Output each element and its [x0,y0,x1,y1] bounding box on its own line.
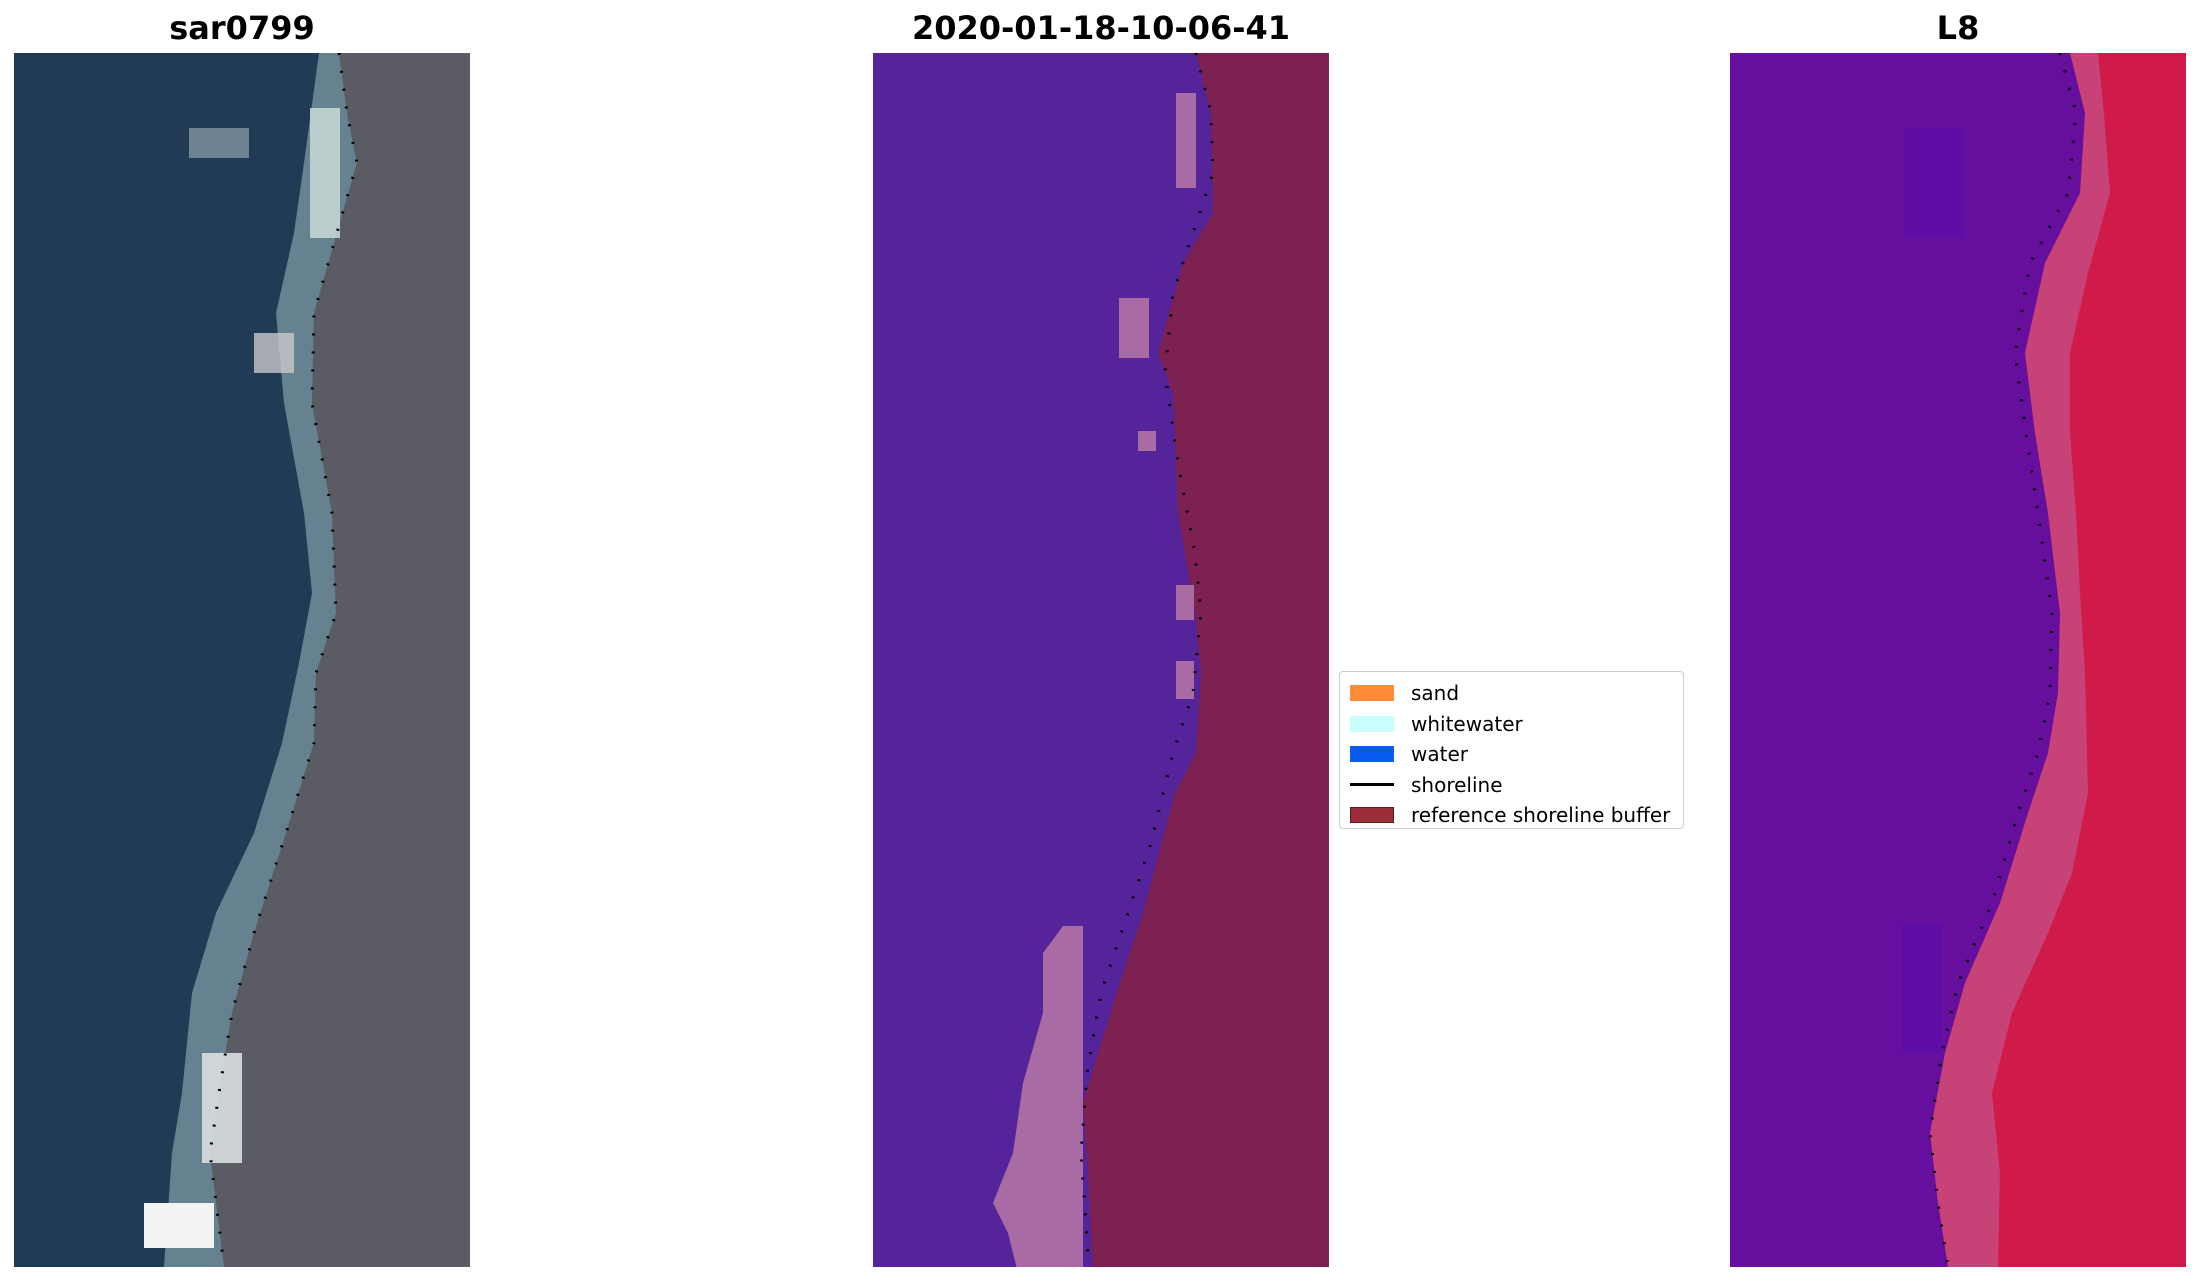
pink-patch [1119,298,1149,358]
nir-panel-title: L8 [1936,9,1980,47]
pink-patch [1176,93,1196,188]
legend-swatch-buffer [1350,807,1394,824]
bright-sand-patch [310,108,340,238]
rgb-satellite-image [14,53,470,1267]
pink-patch [1138,431,1156,451]
legend-item-buffer: reference shoreline buffer [1350,800,1683,831]
rgb-panel-title: sar0799 [169,9,315,47]
buffer-class-area [1083,53,1329,1267]
legend-label-whitewater: whitewater [1411,711,1523,736]
nir-image-svg [1730,53,2186,1267]
nir-image [1730,53,2186,1267]
legend-swatch-whitewater [1350,715,1394,732]
surf-zone [164,53,357,1267]
rgb-image-svg [14,53,470,1267]
classification-panel-title: 2020-01-18-10-06-41 [911,9,1291,47]
bright-patch [254,333,294,373]
classification-svg [873,53,1329,1267]
land-area [210,53,470,1267]
white-sand-patch-2 [144,1203,214,1248]
pink-patch [1176,585,1194,620]
legend-item-water: water [1350,739,1683,770]
white-sand-patch [202,1053,242,1163]
pink-patch [1176,661,1194,699]
legend-label-shoreline: shoreline [1411,772,1503,797]
legend-swatch-sand [1350,685,1394,702]
legend-label-buffer: reference shoreline buffer [1411,803,1671,828]
legend-swatch-shoreline [1350,783,1394,787]
nir-transition-zone [1930,53,2110,1267]
legend-item-shoreline: shoreline [1350,770,1683,801]
classification-image [873,53,1329,1267]
legend-swatch-water [1350,746,1394,763]
legend-label-water: water [1411,742,1468,767]
nir-dark-patch [1905,128,1965,238]
offshore-patch [189,128,249,158]
pink-sand-region [993,926,1083,1267]
legend-item-whitewater: whitewater [1350,709,1683,740]
legend-label-sand: sand [1411,681,1460,706]
nir-dark-patch-2 [1902,923,1942,1053]
legend: sand whitewater water shoreline referenc… [1339,671,1684,829]
legend-item-sand: sand [1350,678,1683,709]
